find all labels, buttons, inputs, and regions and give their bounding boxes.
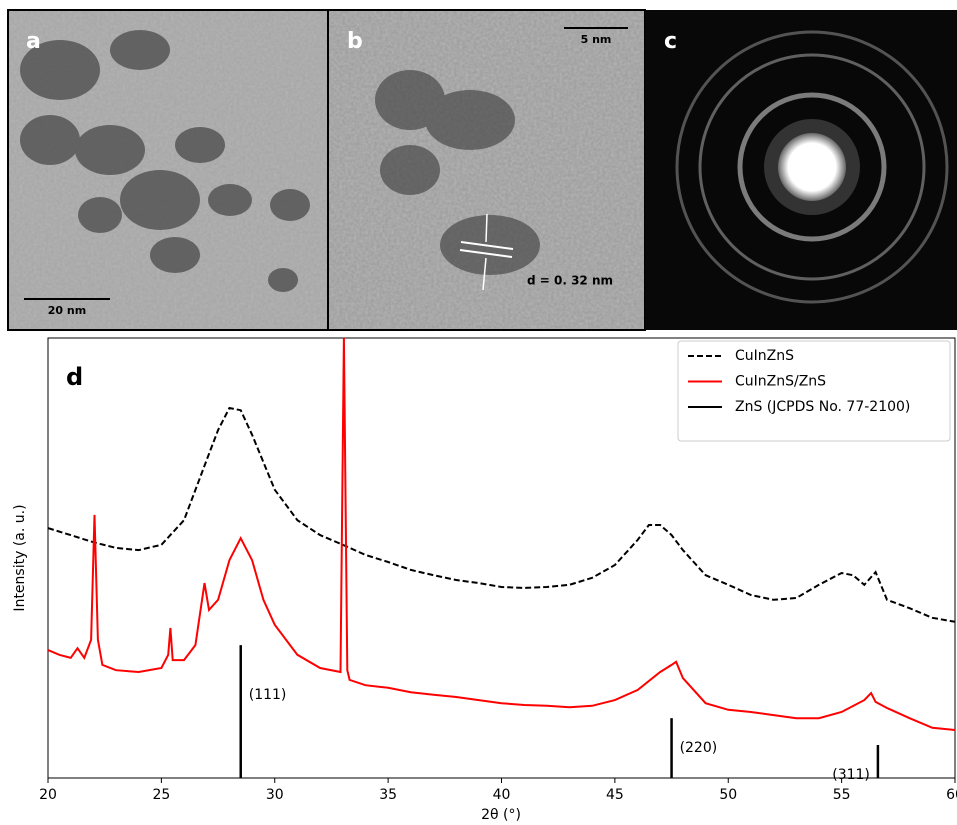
panel-label: a — [26, 29, 41, 54]
lattice-annotation: d = 0. 32 nm — [527, 274, 613, 288]
x-tick-label: 30 — [266, 787, 284, 803]
panel-label: b — [347, 29, 363, 54]
x-tick-label: 20 — [39, 787, 57, 803]
x-tick-label: 55 — [833, 787, 851, 803]
legend-label: ZnS (JCPDS No. 77-2100) — [735, 399, 910, 415]
scale-bar-label: 20 nm — [48, 304, 86, 317]
scale-bar-label: 5 nm — [581, 33, 612, 46]
reference-label: (111) — [249, 687, 287, 703]
panel-label: d — [66, 363, 83, 391]
reference-label: (220) — [680, 740, 718, 756]
x-tick-label: 25 — [152, 787, 170, 803]
saed-image-c — [645, 10, 957, 330]
legend-label: CuInZnS/ZnS — [735, 374, 826, 390]
data-line — [48, 338, 955, 731]
panel-label: c — [664, 29, 677, 54]
legend-label: CuInZnS — [735, 348, 794, 364]
x-tick-label: 60 — [946, 787, 957, 803]
data-line — [48, 406, 955, 623]
x-tick-label: 35 — [379, 787, 397, 803]
hrtem-image-b — [327, 9, 646, 331]
legend-box — [677, 340, 951, 442]
x-axis-label: 2θ (°) — [481, 807, 521, 823]
x-tick-label: 45 — [606, 787, 624, 803]
reference-label: (311) — [832, 767, 870, 783]
x-tick-label: 40 — [493, 787, 511, 803]
y-axis-label: Intensity (a. u.) — [12, 504, 28, 611]
x-tick-label: 50 — [719, 787, 737, 803]
tem-image-a — [7, 9, 329, 331]
